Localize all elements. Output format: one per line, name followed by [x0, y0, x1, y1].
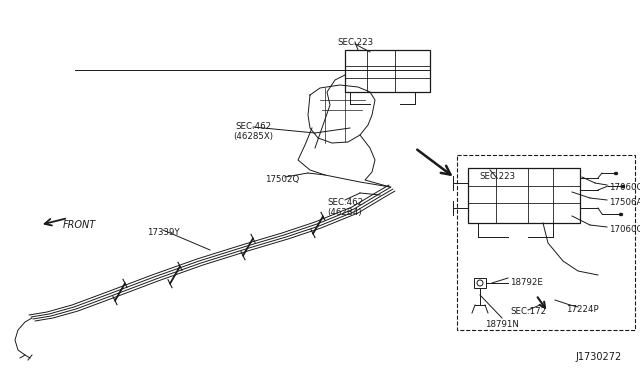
- Text: 17060G: 17060G: [609, 225, 640, 234]
- Bar: [474, 278, 486, 288]
- Text: 17060G: 17060G: [609, 183, 640, 192]
- Text: SEC.172: SEC.172: [510, 307, 546, 316]
- Text: SEC.462: SEC.462: [235, 122, 271, 131]
- Text: SEC.462: SEC.462: [327, 198, 363, 207]
- Bar: [457, 155, 635, 330]
- Text: 18792E: 18792E: [510, 278, 543, 287]
- Text: 18791N: 18791N: [485, 320, 519, 329]
- Bar: [468, 168, 580, 223]
- Text: (462B4): (462B4): [328, 208, 362, 217]
- Text: (46285X): (46285X): [233, 132, 273, 141]
- Text: SEC.223: SEC.223: [479, 172, 515, 181]
- Text: 17502Q: 17502Q: [265, 175, 299, 184]
- Text: J1730272: J1730272: [576, 352, 622, 362]
- Bar: [345, 50, 430, 92]
- Text: SEC.223: SEC.223: [337, 38, 373, 47]
- Text: FRONT: FRONT: [63, 220, 96, 230]
- Text: 17506A: 17506A: [609, 198, 640, 207]
- Text: 17224P: 17224P: [566, 305, 598, 314]
- Text: 17339Y: 17339Y: [147, 228, 179, 237]
